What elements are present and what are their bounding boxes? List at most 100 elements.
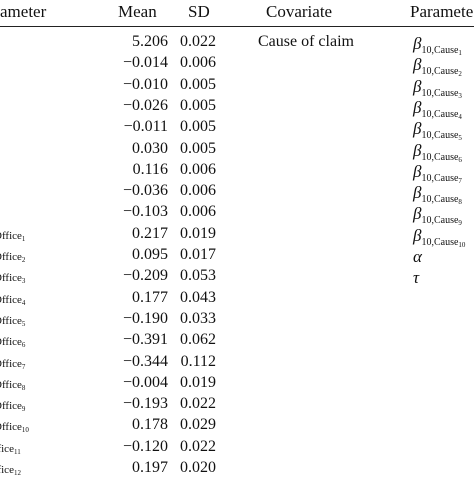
mean-value: 0.030 — [132, 139, 168, 157]
sd-value: 0.006 — [180, 203, 216, 221]
greek-symbol: β — [413, 225, 422, 245]
table-row: Office9 −0.193 0.022 — [0, 395, 250, 415]
parameter-symbol-cell: β10,Cause3 — [413, 76, 462, 100]
cause-index-subscript: 3 — [458, 91, 462, 100]
param-subscript: 11 — [13, 447, 21, 456]
parameter-symbol-cell: β10,Cause1 — [413, 34, 462, 58]
header-sd: SD — [188, 2, 210, 21]
param-prefix: Office — [0, 314, 22, 327]
param-subscript: 1 — [21, 234, 26, 243]
param-prefix: Office — [0, 251, 22, 263]
sd-value: 0.062 — [180, 331, 216, 349]
cause-index-subscript: 6 — [458, 155, 462, 164]
symbol-subscript: 10,Cause1 — [421, 45, 462, 57]
symbol-subscript: 10,Cause7 — [421, 172, 462, 185]
table-row: −0.010 0.005 — [0, 76, 250, 96]
sd-value: 0.022 — [180, 395, 216, 413]
sd-value: 0.019 — [180, 224, 216, 242]
mean-value: 0.197 — [132, 459, 168, 476]
cause-index-subscript: 5 — [458, 134, 462, 143]
sd-value: 0.006 — [180, 182, 216, 200]
sd-value: 0.005 — [180, 139, 216, 157]
param-office-cell: Office3 — [0, 269, 25, 288]
cause-index-subscript: 8 — [458, 198, 462, 207]
mean-value: −0.011 — [123, 118, 168, 136]
mean-value: −0.103 — [122, 203, 168, 221]
param-office-cell: Office6 — [0, 333, 25, 352]
greek-symbol: α — [413, 247, 422, 266]
mean-value: −0.010 — [122, 75, 168, 93]
table-row: −0.014 0.006 — [0, 54, 250, 74]
sd-value: 0.017 — [180, 246, 216, 263]
sd-value: 0.005 — [180, 118, 216, 136]
mean-value: 0.217 — [132, 224, 168, 242]
header-covariate: Covariate — [266, 2, 333, 21]
header-parameter-left: ameter — [0, 2, 47, 21]
greek-symbol: τ — [413, 268, 420, 288]
greek-symbol: β — [413, 204, 422, 224]
greek-symbol: β — [413, 34, 422, 53]
param-office-cell: ffice12 — [0, 461, 21, 480]
table-row: 5.206 0.022 — [0, 33, 250, 53]
mean-value: 0.095 — [132, 246, 168, 263]
param-subscript: 12 — [13, 469, 21, 477]
greek-symbol: β — [413, 97, 422, 117]
table-row: 0.116 0.006 — [0, 161, 250, 181]
greek-symbol: β — [413, 55, 422, 75]
sd-value: 0.006 — [180, 160, 216, 178]
cause-index-subscript: 4 — [458, 112, 462, 121]
param-office-cell: Office2 — [0, 248, 25, 267]
cause-index-subscript: 1 — [458, 49, 462, 57]
greek-symbol: β — [413, 119, 422, 139]
mean-value: −0.190 — [122, 309, 168, 327]
mean-value: 0.177 — [132, 288, 168, 306]
mean-value: 0.116 — [132, 160, 168, 178]
greek-symbol: β — [413, 140, 422, 160]
param-office-cell: Office5 — [0, 312, 25, 331]
table-row: ffice12 0.197 0.020 — [0, 459, 250, 479]
greek-symbol: β — [413, 76, 422, 96]
mean-value: −0.014 — [122, 54, 168, 72]
parameter-symbol-cell: β10,Cause7 — [413, 162, 462, 185]
param-prefix: Office — [0, 293, 22, 306]
param-subscript: 3 — [21, 277, 26, 286]
mean-value: −0.344 — [122, 352, 168, 370]
param-subscript: 4 — [21, 298, 26, 307]
param-subscript: 5 — [21, 319, 26, 328]
symbol-subscript: 10,Cause4 — [421, 108, 462, 121]
cause-index-subscript: 9 — [458, 219, 462, 228]
mean-value: −0.391 — [122, 331, 168, 349]
mean-value: −0.193 — [122, 395, 168, 413]
mean-value: −0.004 — [122, 373, 168, 391]
header-rule — [0, 26, 474, 27]
table-row: Office2 0.095 0.017 — [0, 246, 250, 266]
param-prefix: ffice — [0, 442, 14, 455]
param-office-cell: Office1 — [0, 227, 25, 246]
param-subscript: 6 — [21, 341, 26, 350]
table-row: Office8 −0.004 0.019 — [0, 374, 250, 394]
cause-index-subscript: 2 — [458, 70, 462, 79]
param-office-cell: Office8 — [0, 376, 25, 395]
mean-value: −0.036 — [122, 182, 168, 200]
param-subscript: 7 — [21, 362, 26, 371]
parameter-symbol-cell: α — [413, 248, 422, 267]
parameter-symbol-cell: β10,Cause5 — [413, 119, 462, 143]
sd-value: 0.022 — [180, 437, 216, 455]
greek-symbol: β — [413, 183, 422, 203]
param-office-cell: Office9 — [0, 397, 25, 416]
parameter-symbol-cell: β10,Cause8 — [413, 183, 462, 207]
param-prefix: Office — [0, 229, 22, 242]
sd-value: 0.029 — [180, 416, 216, 434]
cause-index-subscript: 7 — [458, 176, 462, 185]
symbol-subscript: 10,Cause5 — [421, 130, 462, 143]
param-prefix: Office — [0, 357, 22, 370]
table-row: Office3 −0.209 0.053 — [0, 267, 250, 287]
param-prefix: Office — [0, 272, 22, 285]
param-prefix: Office — [0, 336, 22, 349]
symbol-subscript: 10,Cause2 — [421, 66, 462, 79]
parameter-symbol-cell: β10,Cause10 — [413, 225, 465, 249]
sd-value: 0.019 — [180, 373, 216, 391]
table-row: −0.026 0.005 — [0, 97, 250, 117]
sd-value: 0.020 — [180, 459, 216, 476]
